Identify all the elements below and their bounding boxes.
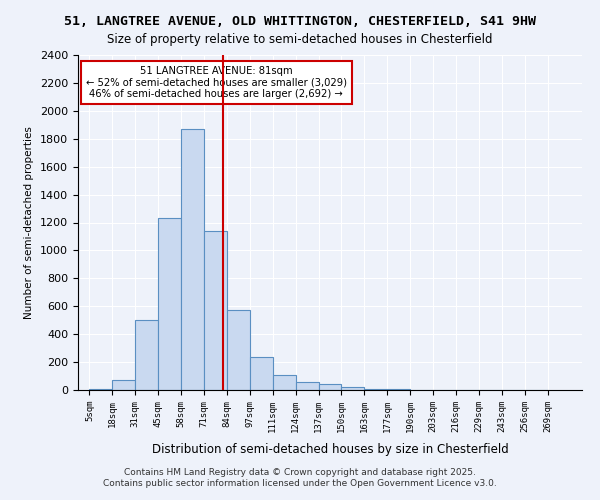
Bar	[227, 310, 250, 390]
Bar	[273, 374, 296, 390]
Text: Size of property relative to semi-detached houses in Chesterfield: Size of property relative to semi-detach…	[107, 32, 493, 46]
Bar	[204, 231, 227, 390]
Bar	[135, 320, 158, 390]
Y-axis label: Number of semi-detached properties: Number of semi-detached properties	[25, 126, 34, 319]
Bar	[181, 129, 204, 390]
Bar	[341, 387, 364, 390]
Bar	[158, 218, 181, 390]
Text: 51 LANGTREE AVENUE: 81sqm
← 52% of semi-detached houses are smaller (3,029)
46% : 51 LANGTREE AVENUE: 81sqm ← 52% of semi-…	[86, 66, 347, 100]
Bar	[112, 380, 135, 390]
Bar	[250, 356, 273, 390]
Bar	[364, 388, 387, 390]
Text: 51, LANGTREE AVENUE, OLD WHITTINGTON, CHESTERFIELD, S41 9HW: 51, LANGTREE AVENUE, OLD WHITTINGTON, CH…	[64, 15, 536, 28]
Bar	[319, 384, 341, 390]
Bar	[296, 382, 319, 390]
X-axis label: Distribution of semi-detached houses by size in Chesterfield: Distribution of semi-detached houses by …	[152, 443, 508, 456]
Text: Contains HM Land Registry data © Crown copyright and database right 2025.
Contai: Contains HM Land Registry data © Crown c…	[103, 468, 497, 487]
